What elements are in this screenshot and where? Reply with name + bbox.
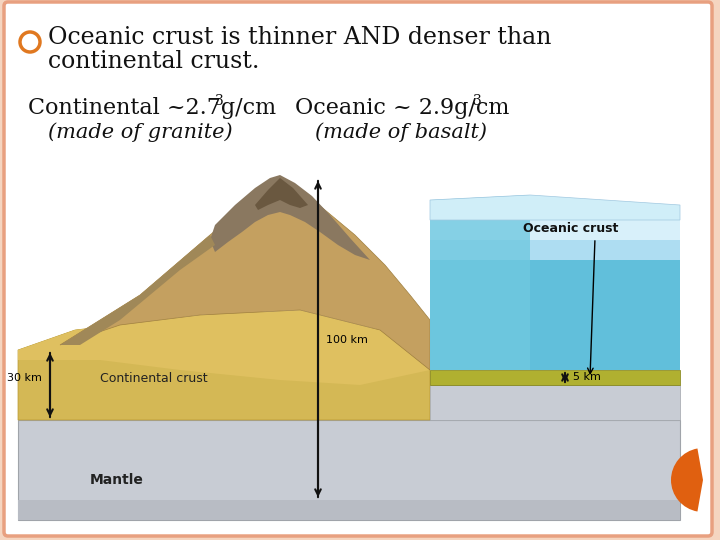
Polygon shape <box>430 370 680 385</box>
Text: Oceanic crust is thinner AND denser than: Oceanic crust is thinner AND denser than <box>48 26 552 50</box>
Text: 100 km: 100 km <box>326 335 368 345</box>
Polygon shape <box>210 175 370 260</box>
Text: 5 km: 5 km <box>573 372 601 382</box>
Polygon shape <box>18 310 430 385</box>
Text: 3: 3 <box>473 94 482 108</box>
Text: 30 km: 30 km <box>7 373 42 383</box>
Text: Oceanic ~ 2.9g/cm: Oceanic ~ 2.9g/cm <box>295 97 509 119</box>
Polygon shape <box>430 260 680 370</box>
Polygon shape <box>430 195 680 220</box>
Polygon shape <box>430 240 680 260</box>
Text: Continental crust: Continental crust <box>100 372 207 384</box>
Wedge shape <box>671 449 703 511</box>
Polygon shape <box>255 178 308 210</box>
Polygon shape <box>60 178 430 370</box>
Text: continental crust.: continental crust. <box>48 51 259 73</box>
Polygon shape <box>18 420 680 520</box>
Polygon shape <box>18 500 680 520</box>
Polygon shape <box>60 235 215 345</box>
Text: Continental ~2.7g/cm: Continental ~2.7g/cm <box>28 97 276 119</box>
Text: 3: 3 <box>215 94 224 108</box>
FancyBboxPatch shape <box>4 2 712 536</box>
Polygon shape <box>430 220 680 240</box>
Polygon shape <box>430 385 680 420</box>
Text: (made of granite): (made of granite) <box>48 122 233 142</box>
Polygon shape <box>430 195 530 370</box>
Polygon shape <box>18 310 430 420</box>
Text: Oceanic crust: Oceanic crust <box>523 221 618 234</box>
Text: Mantle: Mantle <box>90 473 144 487</box>
Text: (made of basalt): (made of basalt) <box>315 122 487 142</box>
